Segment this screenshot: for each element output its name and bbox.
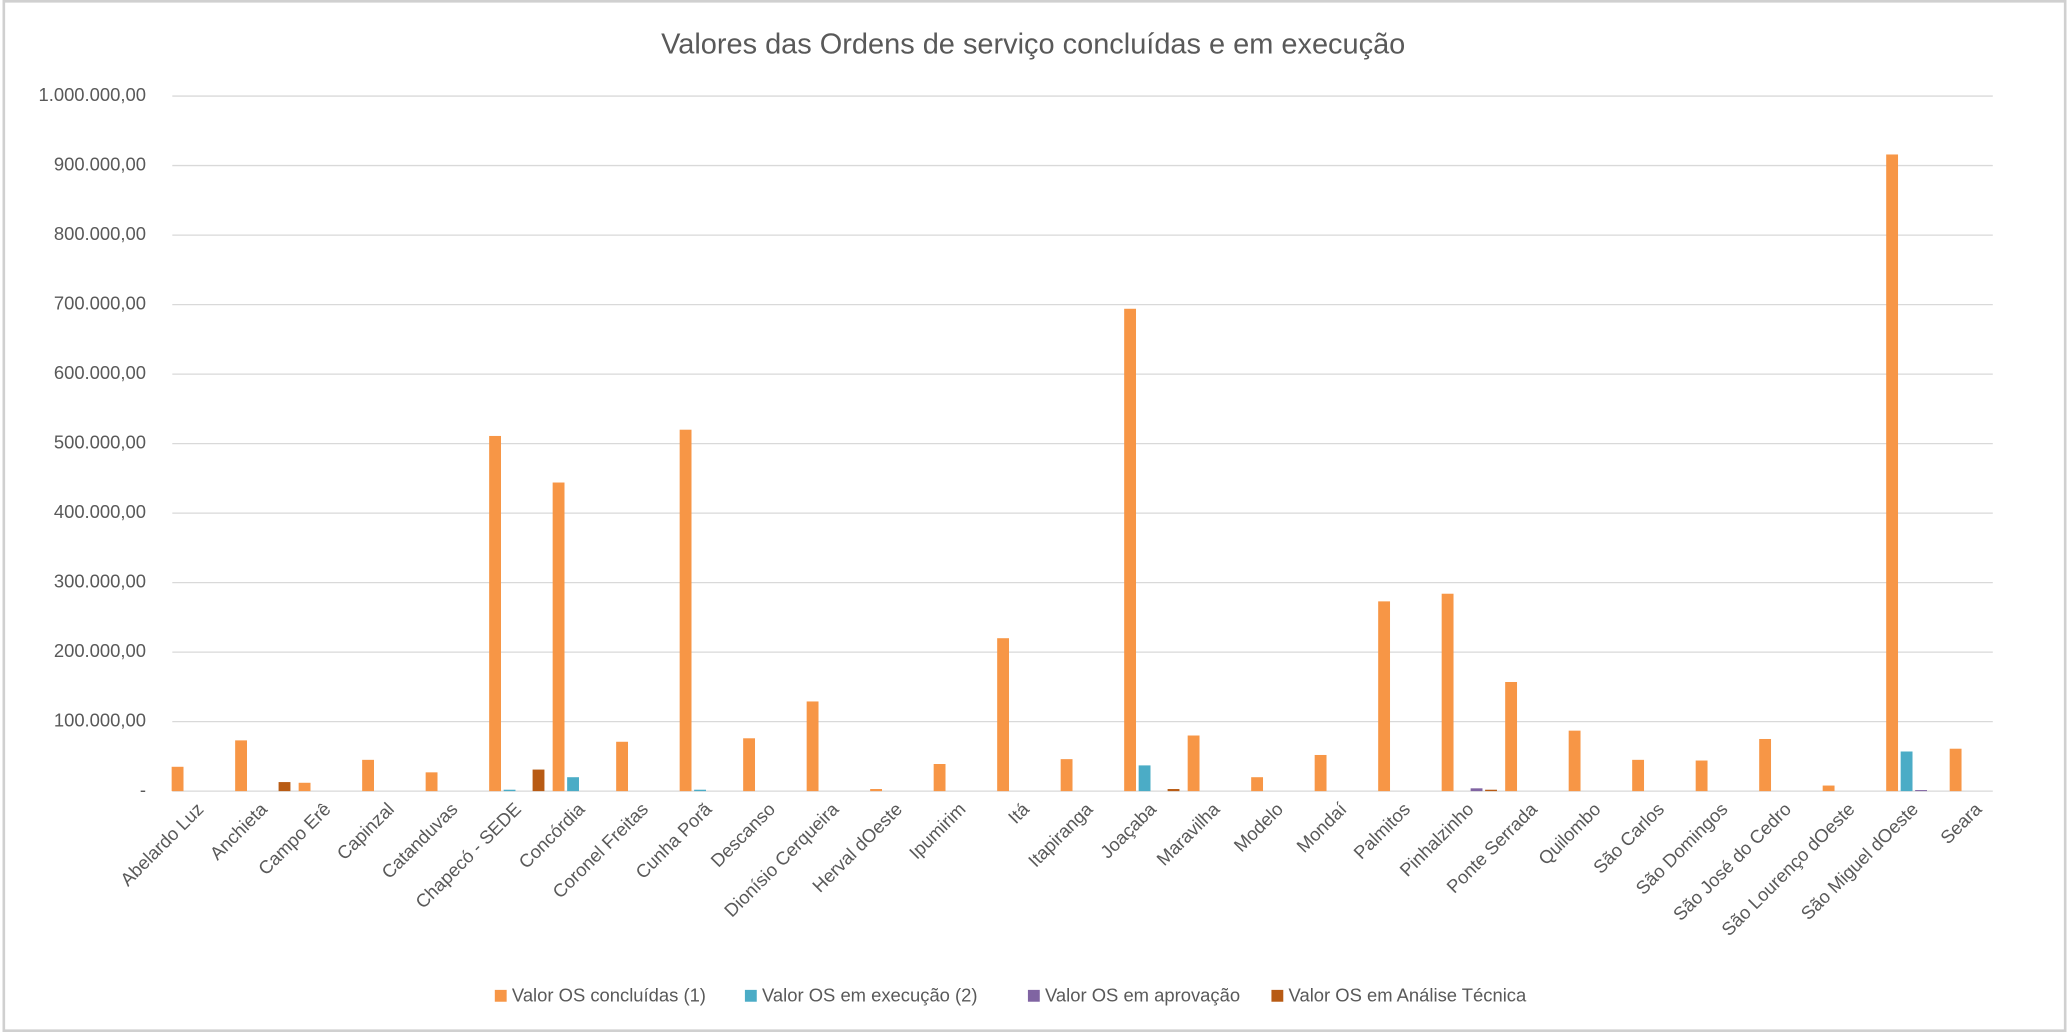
chart-title: Valores das Ordens de serviço concluídas… <box>661 29 1405 61</box>
bar <box>489 435 502 792</box>
bar <box>278 782 291 792</box>
bar <box>1167 789 1180 792</box>
legend-label: Valor OS em execução (2) <box>762 984 978 1005</box>
bar <box>425 772 438 792</box>
bar <box>1949 748 1962 792</box>
bar <box>1124 308 1137 792</box>
bar <box>1759 738 1772 792</box>
bar <box>933 764 946 792</box>
bar <box>694 789 706 792</box>
bar <box>743 738 756 792</box>
bar <box>1505 681 1518 792</box>
bar <box>1378 601 1391 792</box>
y-tick-label: 900.000,00 <box>54 153 146 174</box>
bar <box>532 769 545 792</box>
legend-swatch <box>1027 989 1040 1002</box>
legend-swatch <box>1271 989 1284 1002</box>
bar <box>171 766 184 792</box>
bar <box>552 482 565 792</box>
y-tick-label: 800.000,00 <box>54 223 146 244</box>
bar <box>1900 751 1913 792</box>
bar <box>616 741 629 792</box>
bar <box>997 638 1010 792</box>
legend-label: Valor OS concluídas (1) <box>512 984 706 1005</box>
bar <box>1485 789 1497 792</box>
bar <box>298 782 311 792</box>
y-tick-label: 1.000.000,00 <box>38 84 145 105</box>
bar <box>1632 759 1645 792</box>
legend-label: Valor OS em aprovação <box>1045 984 1240 1005</box>
bar <box>806 701 819 792</box>
legend-label: Valor OS em Análise Técnica <box>1289 984 1527 1005</box>
bar <box>1060 759 1073 792</box>
y-tick-label: - <box>140 779 146 800</box>
bar <box>1441 593 1454 792</box>
bar <box>567 777 579 792</box>
bar <box>1187 735 1200 792</box>
bar <box>1886 154 1899 792</box>
bar <box>235 740 247 792</box>
y-tick-label: 600.000,00 <box>54 362 146 383</box>
y-tick-label: 200.000,00 <box>54 640 146 661</box>
bar <box>1568 730 1581 792</box>
bar <box>362 759 374 792</box>
y-tick-label: 400.000,00 <box>54 501 146 522</box>
bar <box>1915 790 1927 792</box>
bar <box>870 789 883 792</box>
bar <box>1138 765 1151 792</box>
y-tick-label: 100.000,00 <box>54 709 146 730</box>
legend-swatch <box>744 989 757 1002</box>
bar <box>1695 760 1708 792</box>
bar <box>1470 788 1483 792</box>
bar <box>679 429 692 792</box>
legend-swatch <box>494 989 507 1002</box>
y-tick-label: 700.000,00 <box>54 292 146 313</box>
bar <box>1822 785 1835 792</box>
bar <box>1314 754 1327 792</box>
y-tick-label: 500.000,00 <box>54 431 146 452</box>
y-tick-label: 300.000,00 <box>54 570 146 591</box>
bar <box>503 789 516 792</box>
bar <box>1251 777 1264 792</box>
